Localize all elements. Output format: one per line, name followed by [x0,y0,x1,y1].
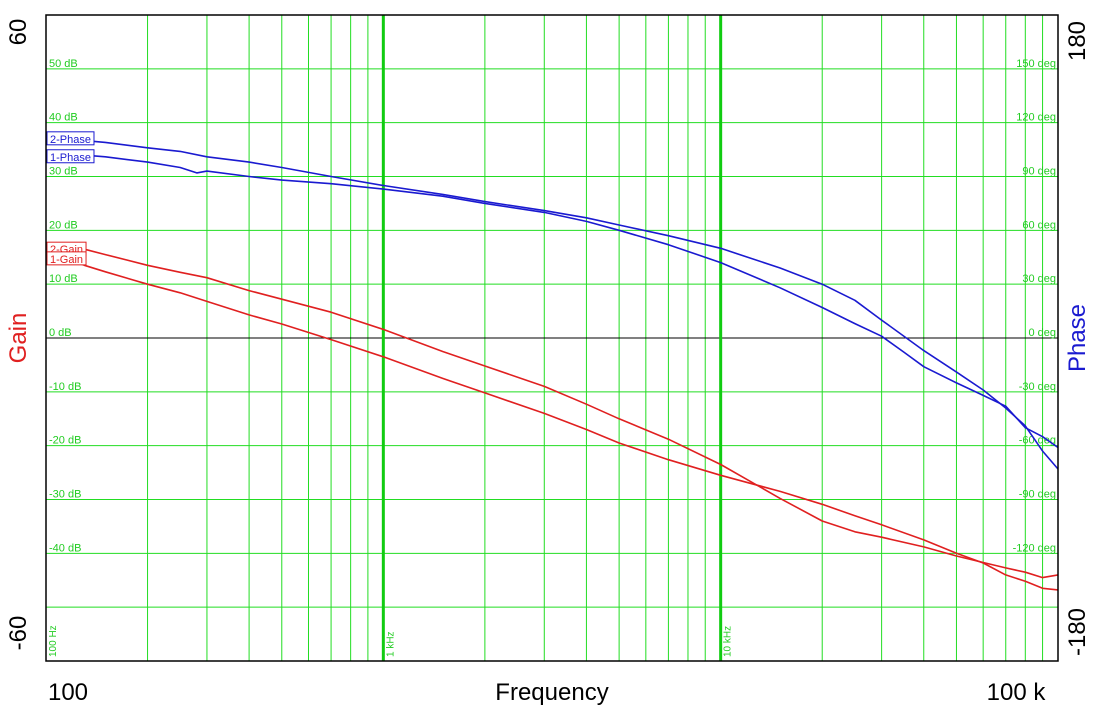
frequency-decade-label: 10 kHz [723,626,734,657]
gain-tick-label: -10 dB [49,381,81,393]
phase-tick-label: -90 deg [1019,489,1056,501]
phase-tick-label: 150 deg [1016,58,1056,70]
trace-label-box [46,251,87,266]
gain-tick-label: -40 dB [49,542,81,554]
gain-tick-label: -20 dB [49,435,81,447]
trace-label-1-phase: 1-Phase [46,149,95,164]
frequency-decade-label: 1 kHz [385,631,396,657]
left-axis-top-label: 60 [5,19,32,46]
phase-tick-label: -30 deg [1019,381,1056,393]
gain-tick-label: -30 dB [49,489,81,501]
left-axis-bottom-label: -60 [5,616,32,651]
x-axis-end-label: 100 k [987,679,1047,706]
phase-tick-label: 90 deg [1022,166,1056,178]
right-axis-top-label: 180 [1064,21,1091,61]
trace-1-phase [46,152,1059,449]
gain-axis-title: Gain [5,313,32,364]
plot-frame [45,14,1059,662]
gain-tick-label: 0 dB [49,327,72,339]
trace-label-text: 2-Gain [50,244,83,256]
gain-tick-label: 20 dB [49,219,78,231]
gain-tick-label: 50 dB [49,58,78,70]
phase-tick-label: -120 deg [1013,542,1056,554]
major-gridlines [381,15,723,661]
trace-2-gain [45,243,1059,579]
phase-tick-label: 0 deg [1028,327,1056,339]
trace-2-phase [45,136,1059,470]
phase-axis-title: Phase [1064,304,1091,372]
right-axis-bottom-label: -180 [1064,608,1091,656]
trace-label-2-phase: 2-Phase [46,131,95,146]
trace-label-text: 2-Phase [50,134,91,146]
gain-tick-label: 10 dB [49,273,78,285]
frequency-decade-label: 100 Hz [48,625,59,657]
trace-1-gain [45,251,1059,591]
x-axis-start-label: 100 [48,679,88,706]
trace-label-box [46,131,95,146]
phase-tick-label: 60 deg [1022,219,1056,231]
gain-tick-label: 40 dB [49,112,78,124]
gain-tick-label: 30 dB [49,166,78,178]
trace-label-box [46,149,95,164]
traces [45,136,1059,591]
trace-label-text: 1-Gain [50,254,83,266]
minor-gridlines [46,15,1058,661]
phase-tick-label: -60 deg [1019,435,1056,447]
trace-label-1-gain: 1-Gain [46,251,87,266]
x-axis-title: Frequency [495,679,608,706]
phase-tick-label: 30 deg [1022,273,1056,285]
phase-tick-label: 120 deg [1016,112,1056,124]
grid-labels: 50 dB 40 dB 30 dB 20 dB 10 dB 0 dB -10 dB -20 d… [48,58,1056,657]
trace-label-text: 1-Phase [50,152,91,164]
